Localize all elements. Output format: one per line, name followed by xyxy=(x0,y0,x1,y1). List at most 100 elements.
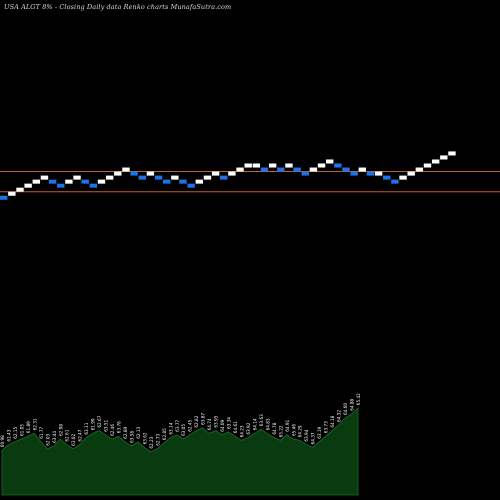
renko-brick xyxy=(114,171,122,176)
renko-brick xyxy=(16,187,24,192)
volume-area xyxy=(1,407,359,496)
renko-brick xyxy=(32,179,40,184)
renko-brick xyxy=(448,151,456,156)
volume-label: 64.74 xyxy=(207,418,212,430)
chart-title: USA ALGT 8% - Closing Daily data Renko c… xyxy=(4,3,232,11)
volume-label: 61.99 xyxy=(91,418,96,430)
volume-label: 62.03 xyxy=(45,433,50,445)
volume-label: 62.82 xyxy=(194,415,199,427)
renko-brick xyxy=(163,179,171,184)
renko-brick xyxy=(358,167,366,172)
renko-brick xyxy=(24,183,32,188)
renko-brick xyxy=(187,183,195,188)
volume-label: 62.61 xyxy=(65,429,70,441)
volume-label: 62.45 xyxy=(188,419,193,431)
volume-label: 64.18 xyxy=(330,415,335,427)
renko-brick xyxy=(203,175,212,180)
volume-label: 63.62 xyxy=(142,432,147,444)
renko-brick xyxy=(399,175,407,180)
volume-label: 62.85 xyxy=(162,428,167,440)
renko-brick xyxy=(220,175,228,180)
renko-brick xyxy=(65,179,73,184)
volume-label: 65.46 xyxy=(291,424,296,436)
volume-label: 61.77 xyxy=(39,426,44,438)
volume-label: 63.63 xyxy=(259,414,264,426)
volume-label: 62.67 xyxy=(97,415,102,427)
volume-label: 63.92 xyxy=(246,422,251,434)
renko-brick xyxy=(268,163,277,168)
volume-label: 63.95 xyxy=(214,415,219,427)
renko-brick xyxy=(260,167,269,172)
renko-brick xyxy=(0,195,8,200)
volume-label: 62.15 xyxy=(13,426,18,438)
renko-brick xyxy=(236,167,244,172)
renko-brick xyxy=(8,191,16,196)
volume-label: 63.58 xyxy=(129,431,134,443)
volume-label: 63.73 xyxy=(324,421,329,433)
renko-brick xyxy=(57,183,65,188)
renko-brick xyxy=(309,167,318,172)
volume-label: 61.43 xyxy=(6,429,11,441)
volume-label: 64.78 xyxy=(272,422,277,434)
renko-brick xyxy=(366,171,375,176)
volume-label: 63.14 xyxy=(168,422,173,434)
volume-label: 63.94 xyxy=(304,429,309,441)
renko-brick xyxy=(252,163,261,168)
volume-label: 62.23 xyxy=(149,436,154,448)
renko-brick xyxy=(301,171,309,176)
renko-brick xyxy=(326,159,334,164)
renko-brick xyxy=(431,159,440,164)
volume-label: 65.42 xyxy=(356,393,361,405)
renko-brick xyxy=(48,179,57,184)
renko-brick xyxy=(350,171,358,176)
renko-brick xyxy=(73,175,81,180)
volume-label: 64.88 xyxy=(350,398,355,410)
volume-label: 63.19 xyxy=(317,426,322,438)
volume-label: 64.09 xyxy=(220,419,225,431)
volume-label: 62.47 xyxy=(78,429,83,441)
renko-brick xyxy=(105,175,114,180)
renko-brick xyxy=(211,171,220,176)
renko-brick xyxy=(171,175,179,180)
renko-brick xyxy=(154,175,163,180)
renko-brick xyxy=(334,163,342,168)
renko-brick xyxy=(383,175,391,180)
renko-brick xyxy=(293,167,301,172)
renko-brick xyxy=(317,163,326,168)
volume-label: 65.22 xyxy=(278,425,283,437)
volume-label: 63.44 xyxy=(52,431,57,443)
renko-brick xyxy=(374,171,383,176)
renko-brick xyxy=(89,183,98,188)
volume-label: 63.78 xyxy=(117,421,122,433)
volume-label: 64.60 xyxy=(343,403,348,415)
renko-brick xyxy=(179,179,187,184)
volume-label: 61.05 xyxy=(19,424,24,436)
volume-label: 64.61 xyxy=(233,421,238,433)
volume-label: 64.29 xyxy=(298,425,303,437)
volume-label: 64.83 xyxy=(265,418,270,430)
renko-brick xyxy=(122,167,130,172)
volume-label: 61.89 xyxy=(26,421,31,433)
renko-brick xyxy=(138,175,146,180)
volume-label: 63.87 xyxy=(201,412,206,424)
volume-label: 62.89 xyxy=(123,426,128,438)
volume-label: 63.11 xyxy=(84,422,89,434)
renko-brick xyxy=(277,167,285,172)
renko-brick xyxy=(415,167,424,172)
volume-label: 64.14 xyxy=(252,418,257,430)
renko-brick xyxy=(228,171,236,176)
volume-label: 62.13 xyxy=(136,426,141,438)
renko-brick xyxy=(40,175,49,180)
volume-label: 62.46 xyxy=(110,424,115,436)
volume-label: 63.02 xyxy=(71,433,76,445)
renko-brick xyxy=(407,171,415,176)
renko-brick xyxy=(342,167,350,172)
renko-brick xyxy=(97,179,106,184)
renko-brick xyxy=(130,171,138,176)
renko-brick xyxy=(285,163,293,168)
volume-label: 64.23 xyxy=(239,425,244,437)
volume-label: 64.91 xyxy=(285,419,290,431)
renko-brick xyxy=(146,171,155,176)
